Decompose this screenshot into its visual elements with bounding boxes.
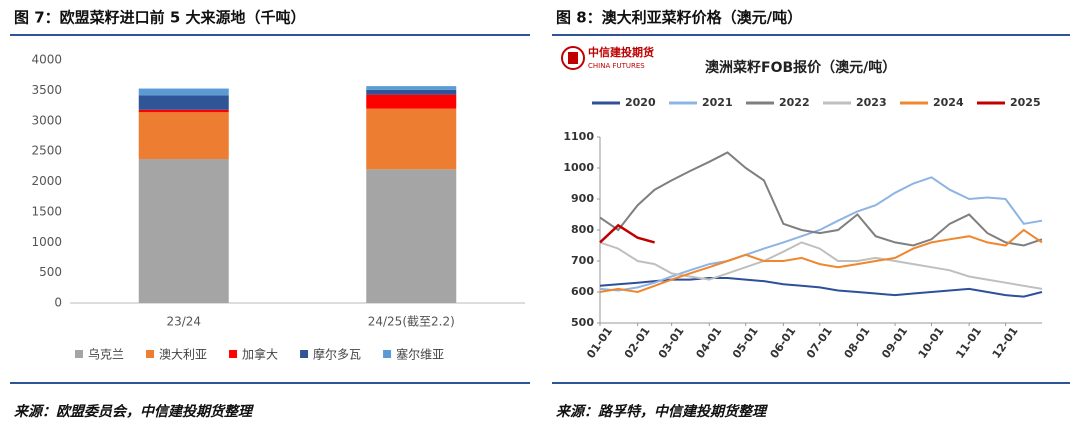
- figure-title: 图 8：澳大利亚菜籽价格（澳元/吨）: [556, 9, 802, 27]
- legend-swatch: [300, 350, 309, 358]
- x-tick-label: 11-01: [953, 325, 984, 361]
- y-tick-label: 1500: [31, 204, 62, 218]
- x-tick-label: 04-01: [693, 325, 724, 361]
- y-tick-label: 3000: [31, 113, 62, 127]
- y-tick-label: 500: [571, 316, 594, 329]
- bar-segment: [366, 94, 457, 109]
- legend-label: 2024: [933, 96, 964, 109]
- x-tick-label: 12-01: [990, 325, 1021, 361]
- legend-label: 2021: [702, 96, 733, 109]
- y-tick-label: 2500: [31, 144, 62, 158]
- x-tick-label: 07-01: [804, 325, 835, 361]
- header-rule: [552, 34, 1070, 36]
- y-tick-label: 4000: [31, 53, 62, 67]
- y-tick-label: 2000: [31, 174, 62, 188]
- legend-swatch: [383, 350, 392, 358]
- legend-label: 摩尔多瓦: [313, 347, 361, 362]
- legend-label: 加拿大: [242, 347, 278, 362]
- source-note: 来源：路孚特，中信建投期货整理: [556, 403, 768, 420]
- x-tick-label: 09-01: [879, 325, 910, 361]
- x-tick-label: 10-01: [916, 325, 947, 361]
- line-series: [599, 228, 1043, 294]
- bar-segment: [138, 159, 229, 303]
- line-series: [599, 223, 655, 244]
- bar-segment: [138, 109, 229, 113]
- legend-label: 2025: [1010, 96, 1041, 109]
- footer-rule: [552, 382, 1070, 384]
- bar-segment: [366, 86, 457, 90]
- bar-segment: [138, 88, 229, 96]
- x-tick-label: 24/25(截至2.2): [368, 315, 455, 329]
- y-tick-label: 1100: [563, 130, 594, 143]
- legend-swatch: [75, 350, 83, 358]
- logo-text: 中信建投期货: [588, 45, 654, 59]
- bar-segment: [366, 89, 457, 95]
- y-tick-label: 500: [39, 265, 62, 279]
- y-tick-label: 700: [571, 254, 594, 267]
- bar-segment: [138, 95, 229, 110]
- y-tick-label: 800: [571, 223, 594, 236]
- bar-segment: [366, 108, 457, 170]
- y-tick-label: 0: [54, 296, 62, 310]
- y-tick-label: 3500: [31, 83, 62, 97]
- bar-segment: [138, 112, 229, 160]
- x-tick-label: 23/24: [166, 315, 201, 329]
- footer-rule: [10, 382, 530, 384]
- logo-icon: [561, 46, 585, 70]
- legend-label: 2020: [625, 96, 656, 109]
- line-series: [599, 241, 1043, 290]
- y-tick-label: 900: [571, 192, 594, 205]
- figure-title: 图 7：欧盟菜籽进口前 5 大来源地（千吨）: [14, 9, 306, 27]
- line-series: [599, 176, 1043, 292]
- legend-label: 2022: [779, 96, 810, 109]
- y-tick-label: 1000: [31, 235, 62, 249]
- y-tick-label: 600: [571, 285, 594, 298]
- legend-label: 2023: [856, 96, 887, 109]
- source-note: 来源：欧盟委员会，中信建投期货整理: [14, 403, 254, 420]
- legend-label: 澳大利亚: [159, 348, 207, 362]
- logo: 中信建投期货 CHINA FUTURES: [561, 45, 654, 70]
- logo-text: CHINA FUTURES: [588, 62, 645, 70]
- legend-swatch: [146, 350, 155, 358]
- x-tick-label: 03-01: [656, 325, 687, 361]
- legend-swatch: [229, 350, 238, 358]
- y-tick-label: 1000: [563, 161, 594, 174]
- chart-subtitle: 澳洲菜籽FOB报价（澳元/吨）: [705, 59, 896, 76]
- x-tick-label: 05-01: [730, 325, 761, 361]
- logo-icon: [568, 52, 578, 64]
- x-tick-label: 06-01: [768, 325, 799, 361]
- x-tick-label: 01-01: [584, 325, 615, 361]
- header-rule: [10, 34, 530, 36]
- legend-label: 乌克兰: [88, 347, 124, 362]
- line-series: [599, 151, 1043, 247]
- legend-label: 塞尔维亚: [396, 347, 444, 362]
- bar-segment: [366, 169, 457, 303]
- x-tick-label: 08-01: [842, 325, 873, 361]
- x-tick-label: 02-01: [622, 325, 653, 361]
